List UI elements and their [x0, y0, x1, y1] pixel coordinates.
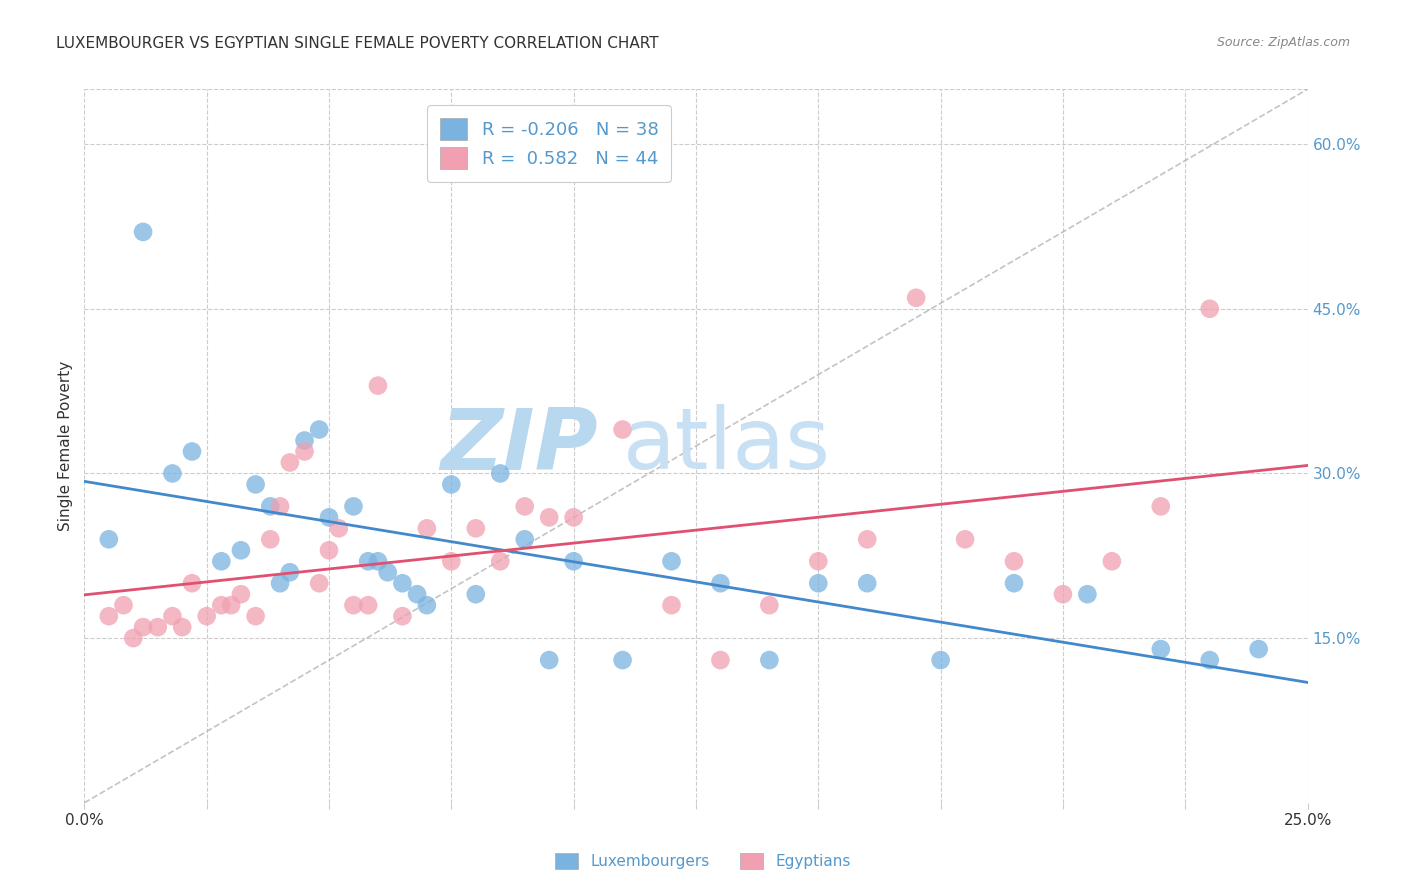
- Point: [278, 566, 301, 580]
- Point: [342, 598, 364, 612]
- Point: [856, 533, 879, 547]
- Point: [229, 543, 252, 558]
- Point: [259, 533, 281, 547]
- Point: [416, 598, 439, 612]
- Point: [391, 576, 413, 591]
- Text: LUXEMBOURGER VS EGYPTIAN SINGLE FEMALE POVERTY CORRELATION CHART: LUXEMBOURGER VS EGYPTIAN SINGLE FEMALE P…: [56, 36, 659, 51]
- Point: [406, 587, 429, 601]
- Point: [1002, 576, 1025, 591]
- Point: [245, 609, 267, 624]
- Point: [209, 598, 232, 612]
- Text: atlas: atlas: [623, 404, 831, 488]
- Point: [229, 587, 252, 601]
- Point: [308, 423, 330, 437]
- Point: [1198, 301, 1220, 316]
- Point: [1052, 587, 1074, 601]
- Point: [856, 576, 879, 591]
- Point: [367, 554, 389, 568]
- Point: [562, 554, 585, 568]
- Point: [357, 554, 380, 568]
- Point: [245, 477, 267, 491]
- Point: [391, 609, 413, 624]
- Point: [122, 631, 145, 645]
- Point: [416, 521, 439, 535]
- Point: [219, 598, 242, 612]
- Point: [132, 620, 155, 634]
- Point: [97, 533, 120, 547]
- Point: [259, 500, 281, 514]
- Point: [538, 653, 561, 667]
- Point: [1101, 554, 1123, 568]
- Point: [162, 467, 184, 481]
- Point: [1198, 653, 1220, 667]
- Point: [464, 587, 486, 601]
- Point: [294, 444, 316, 458]
- Point: [953, 533, 976, 547]
- Point: [1247, 642, 1270, 657]
- Point: [328, 521, 350, 535]
- Point: [269, 500, 291, 514]
- Point: [162, 609, 184, 624]
- Point: [97, 609, 120, 624]
- Point: [308, 576, 330, 591]
- Point: [132, 225, 155, 239]
- Point: [1150, 642, 1173, 657]
- Point: [181, 444, 204, 458]
- Point: [807, 554, 830, 568]
- Point: [146, 620, 169, 634]
- Point: [342, 500, 364, 514]
- Point: [195, 609, 218, 624]
- Point: [278, 455, 301, 469]
- Point: [489, 467, 512, 481]
- Point: [538, 510, 561, 524]
- Point: [929, 653, 952, 667]
- Legend: R = -0.206   N = 38, R =  0.582   N = 44: R = -0.206 N = 38, R = 0.582 N = 44: [427, 105, 671, 182]
- Point: [661, 598, 683, 612]
- Point: [377, 566, 399, 580]
- Point: [1076, 587, 1098, 601]
- Point: [357, 598, 380, 612]
- Point: [807, 576, 830, 591]
- Point: [758, 598, 780, 612]
- Point: [612, 423, 634, 437]
- Point: [1150, 500, 1173, 514]
- Point: [489, 554, 512, 568]
- Point: [562, 510, 585, 524]
- Point: [612, 653, 634, 667]
- Point: [181, 576, 204, 591]
- Point: [758, 653, 780, 667]
- Point: [513, 533, 536, 547]
- Text: ZIP: ZIP: [440, 404, 598, 488]
- Point: [513, 500, 536, 514]
- Point: [318, 543, 340, 558]
- Point: [709, 576, 731, 591]
- Point: [661, 554, 683, 568]
- Point: [709, 653, 731, 667]
- Point: [172, 620, 194, 634]
- Point: [318, 510, 340, 524]
- Text: Source: ZipAtlas.com: Source: ZipAtlas.com: [1216, 36, 1350, 49]
- Point: [464, 521, 486, 535]
- Point: [112, 598, 135, 612]
- Point: [367, 378, 389, 392]
- Point: [440, 554, 463, 568]
- Point: [294, 434, 316, 448]
- Legend: Luxembourgers, Egyptians: Luxembourgers, Egyptians: [550, 847, 856, 875]
- Point: [209, 554, 232, 568]
- Point: [440, 477, 463, 491]
- Point: [269, 576, 291, 591]
- Point: [905, 291, 928, 305]
- Y-axis label: Single Female Poverty: Single Female Poverty: [58, 361, 73, 531]
- Point: [1002, 554, 1025, 568]
